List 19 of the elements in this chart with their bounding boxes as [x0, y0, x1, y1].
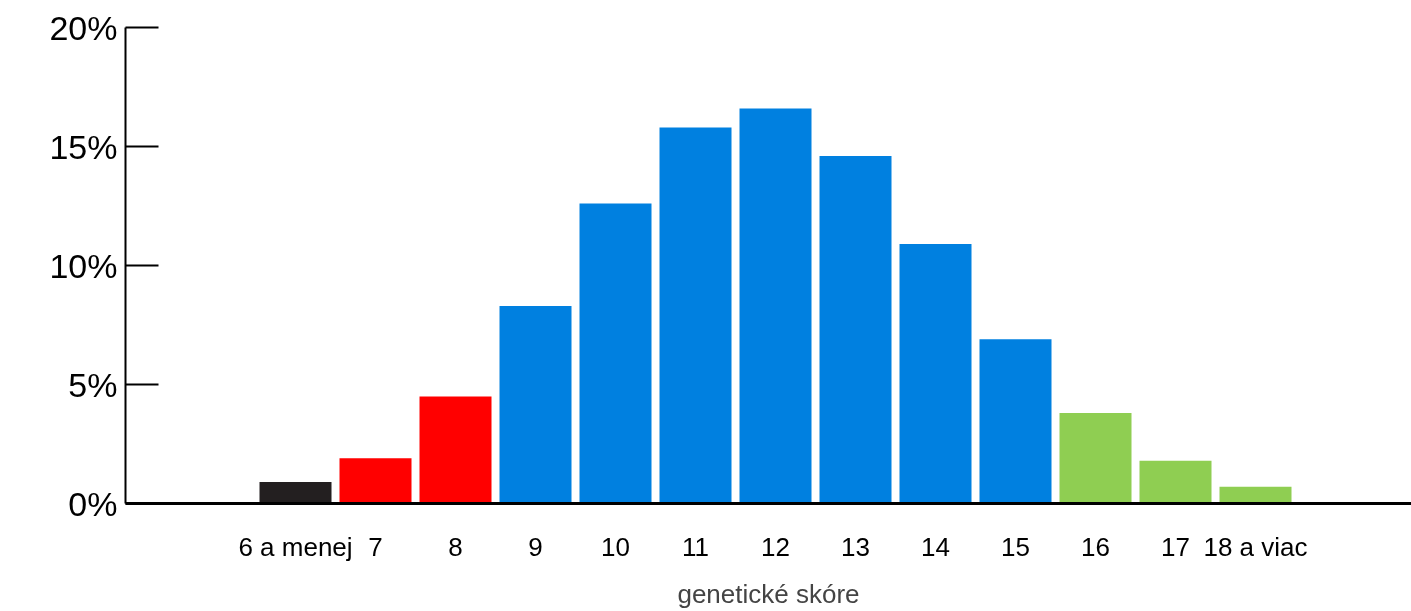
x-axis-title: genetické skóre	[677, 578, 860, 609]
x-tick-label: 18 a viac	[1203, 531, 1308, 562]
x-tick-label: 8	[448, 531, 463, 562]
x-tick-label: 14	[921, 531, 950, 562]
y-tick-label: 10%	[49, 246, 118, 285]
x-tick-label: 7	[368, 531, 383, 562]
x-tick-label: 6 a menej	[238, 531, 353, 562]
x-tick-label: 16	[1081, 531, 1110, 562]
y-tick-label: 20%	[49, 8, 118, 47]
x-tick-label: 17	[1161, 531, 1190, 562]
x-tick-label: 11	[682, 531, 709, 562]
y-tick-label: 0%	[68, 484, 118, 523]
y-tick-label: 5%	[68, 365, 118, 404]
x-tick-label: 9	[528, 531, 543, 562]
x-tick-label: 12	[761, 531, 790, 562]
y-tick-label: 15%	[49, 127, 118, 166]
x-tick-label: 13	[841, 531, 870, 562]
x-tick-label: 15	[1001, 531, 1030, 562]
x-tick-label: 10	[601, 531, 630, 562]
